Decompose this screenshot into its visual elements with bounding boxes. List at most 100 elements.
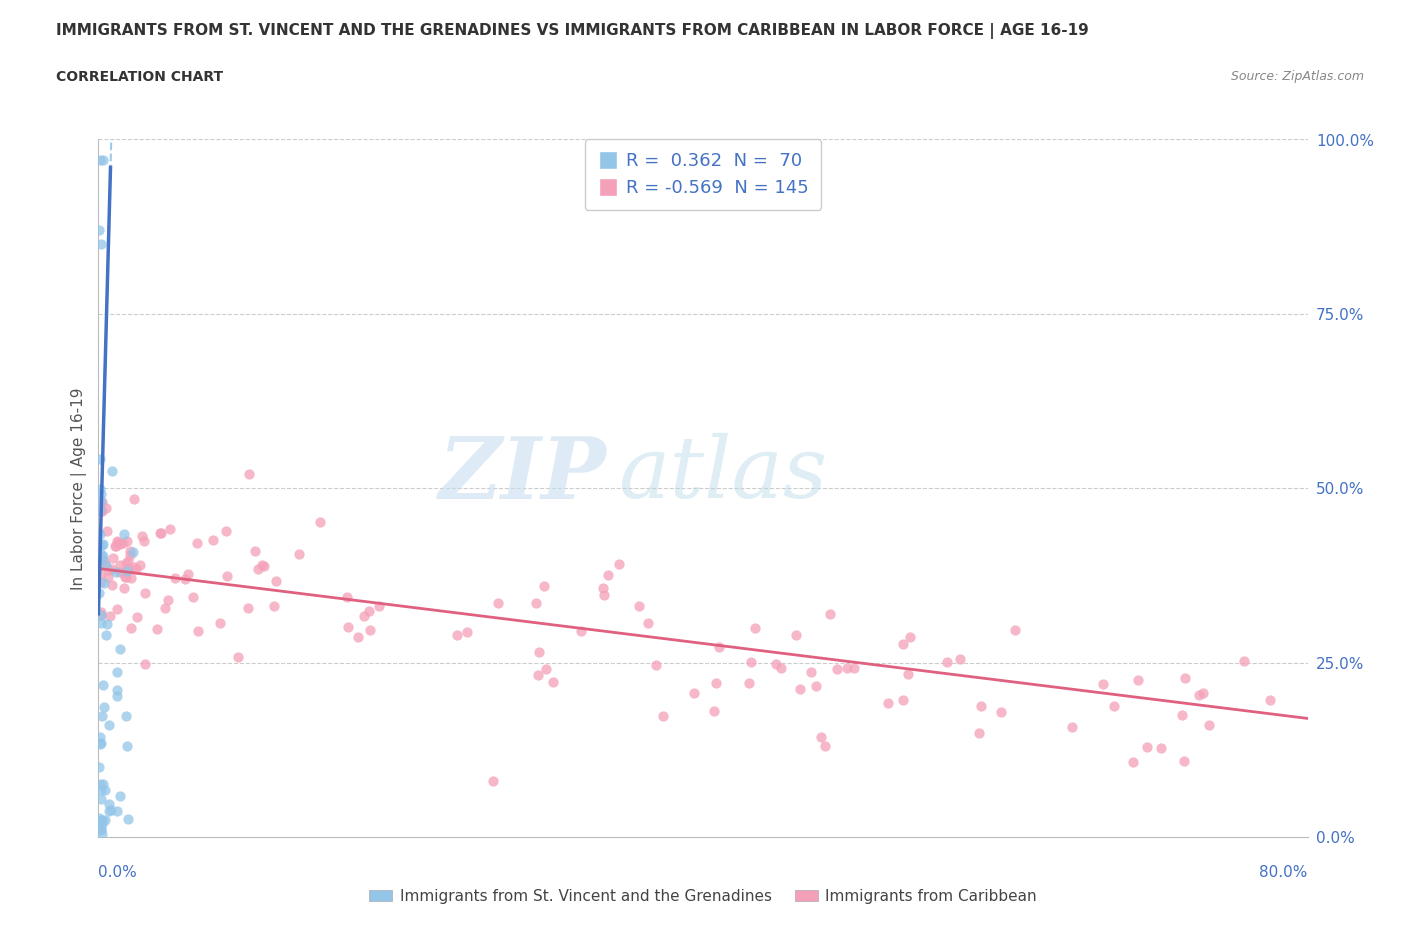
Point [1232,654,1254,669]
Point [90,503,112,518]
Point [243,543,266,558]
Point [744,620,766,635]
Text: 0.0%: 0.0% [98,865,138,880]
Point [765,657,787,671]
Point [93,699,115,714]
Point [90,237,112,252]
Point [96,617,118,631]
Point [90,607,112,622]
Point [90,817,112,831]
Point [527,644,550,659]
Point [738,675,761,690]
Point [134,656,156,671]
Point [125,562,148,577]
Point [120,621,142,636]
Point [89,502,111,517]
Point [186,536,208,551]
Point [149,526,172,541]
Point [1062,719,1084,734]
Point [100,803,122,817]
Point [89,526,111,541]
Point [246,562,269,577]
Point [835,660,858,675]
Point [94,557,117,572]
Point [90,822,112,837]
Point [93,537,115,551]
Point [1136,739,1159,754]
Point [153,601,176,616]
Point [91,777,114,791]
Point [117,561,139,576]
Point [115,534,138,549]
Point [131,528,153,543]
Point [187,623,209,638]
Y-axis label: In Labor Force | Age 16-19: In Labor Force | Age 16-19 [72,387,87,590]
Point [110,557,132,572]
Point [111,536,134,551]
Text: Source: ZipAtlas.com: Source: ZipAtlas.com [1230,70,1364,83]
Point [534,661,557,676]
Point [967,726,990,741]
Point [250,557,273,572]
Point [90,567,112,582]
Point [524,595,547,610]
Point [1174,671,1197,685]
Point [90,551,112,565]
Point [114,556,136,571]
Point [607,556,630,571]
Point [104,538,127,553]
Point [898,630,921,644]
Point [87,810,110,825]
Point [1173,753,1195,768]
Point [115,563,138,578]
Point [127,609,149,624]
Point [592,581,614,596]
Point [181,590,204,604]
Point [814,738,837,753]
Point [253,559,276,574]
Point [90,783,112,798]
Point [897,667,920,682]
Point [93,552,115,567]
Point [90,607,112,622]
Point [93,575,115,590]
Point [89,551,111,566]
Point [105,534,128,549]
Point [359,622,381,637]
Point [770,660,793,675]
Point [159,522,181,537]
Point [637,616,659,631]
Point [115,739,138,754]
Point [1004,623,1026,638]
Point [1258,693,1281,708]
Point [628,599,651,614]
Point [970,698,993,713]
Point [112,526,135,541]
Point [97,569,120,584]
Point [1187,688,1209,703]
Text: 80.0%: 80.0% [1260,865,1308,880]
Point [122,545,145,560]
Text: CORRELATION CHART: CORRELATION CHART [56,70,224,84]
Point [104,565,127,580]
Point [118,544,141,559]
Point [176,566,198,581]
Point [456,624,478,639]
Point [208,616,231,631]
Point [89,452,111,467]
Point [90,604,112,619]
Legend: Immigrants from St. Vincent and the Grenadines, Immigrants from Caribbean: Immigrants from St. Vincent and the Gren… [363,883,1043,910]
Point [288,546,311,561]
Point [804,679,827,694]
Point [263,599,285,614]
Point [163,571,186,586]
Point [527,668,550,683]
Point [157,592,180,607]
Point [104,538,127,553]
Point [592,588,614,603]
Point [101,562,124,577]
Point [91,153,114,168]
Point [91,504,114,519]
Point [800,665,823,680]
Point [89,791,111,806]
